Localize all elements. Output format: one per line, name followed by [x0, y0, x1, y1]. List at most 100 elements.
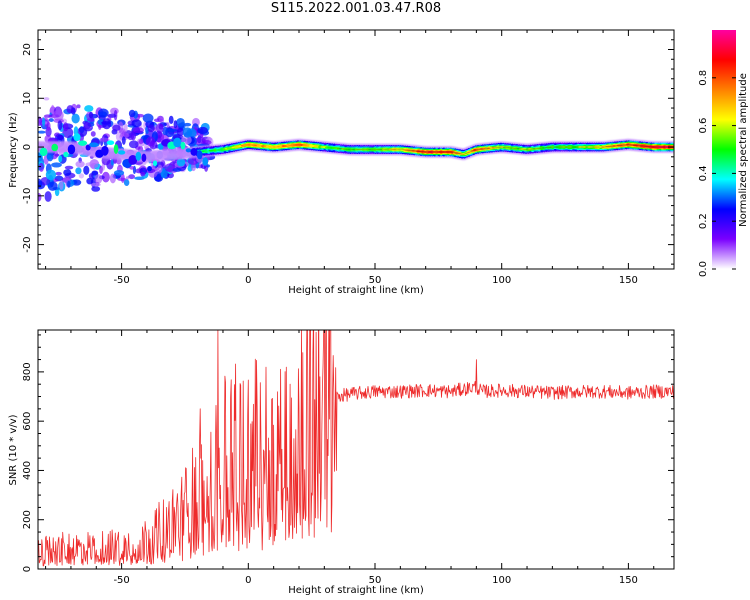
spectrogram-y-tick-label: 20: [22, 43, 33, 56]
spectral-blob: [129, 110, 136, 118]
spectrogram-y-label: Frequency (Hz): [8, 112, 19, 188]
spectral-blob: [98, 124, 101, 130]
spectral-knot: [118, 150, 125, 154]
spectral-blob: [49, 118, 54, 122]
spectral-knot: [73, 133, 80, 141]
spectral-blob: [76, 104, 80, 108]
spectrogram-y-tick-label: 0: [22, 144, 33, 150]
spectral-blob: [129, 140, 139, 148]
spectral-blob: [58, 120, 63, 130]
spectral-blob: [169, 116, 174, 124]
spectral-blob: [156, 123, 163, 133]
spectral-blob: [67, 181, 70, 188]
spectral-knot: [78, 140, 87, 145]
spectral-blob: [53, 110, 64, 121]
snr-x-label: Height of straight line (km): [288, 585, 424, 596]
spectrogram-y-tick-label: -10: [22, 188, 33, 204]
spectral-blob: [146, 137, 155, 147]
spectral-knot: [101, 146, 108, 156]
spectrogram-x-tick-label: 100: [492, 275, 511, 286]
snr-y-ticks: 0 200 400 600 800: [22, 335, 674, 572]
snr-x-ticks: -50 0 50 100 150: [46, 330, 654, 586]
spectral-blob: [51, 162, 62, 167]
spectral-knot: [51, 144, 58, 151]
spectral-blob: [63, 122, 69, 131]
spectrogram-x-tick-label: -50: [113, 275, 129, 286]
spectral-knot: [68, 144, 75, 154]
spectral-blob: [83, 122, 90, 129]
colorbar-tick-label: 0.4: [698, 165, 709, 181]
spectral-blob: [38, 131, 46, 134]
spectral-blob: [183, 127, 193, 137]
spectrogram-marks: [33, 97, 678, 202]
snr-y-tick-label: 200: [22, 510, 33, 529]
colorbar-gradient: [712, 30, 736, 269]
snr-x-tick-label: 100: [492, 575, 511, 586]
colorbar-tick-label: 0.2: [698, 213, 709, 229]
spectral-blob: [174, 120, 178, 128]
spectral-blob: [172, 168, 181, 172]
spectral-blob: [91, 186, 100, 192]
spectral-blob: [114, 170, 124, 176]
spectral-knot: [47, 155, 52, 160]
spectral-blob: [36, 193, 41, 202]
colorbar: 0.00.20.40.60.8 Normalized spectral ampl…: [698, 30, 749, 277]
spectral-blob: [112, 125, 120, 131]
spectral-blob: [168, 129, 177, 132]
snr-x-tick-label: 150: [619, 575, 638, 586]
spectral-blob: [91, 183, 101, 187]
snr-frame: [38, 330, 674, 569]
spectral-blob: [184, 123, 191, 127]
colorbar-tick-label: 0.6: [698, 118, 709, 134]
spectral-knot: [136, 152, 142, 161]
spectral-blob: [75, 161, 84, 168]
spectral-knot: [107, 140, 114, 145]
spectral-blob: [133, 127, 144, 133]
snr-y-tick-label: 0: [22, 566, 33, 572]
spectral-blob: [139, 139, 144, 144]
snr-y-tick-label: 600: [22, 412, 33, 431]
snr-y-label: SNR (10 * v/v): [8, 414, 19, 485]
spectrogram-x-label: Height of straight line (km): [288, 285, 424, 296]
snr-y-tick-label: 400: [22, 461, 33, 480]
spectral-blob: [197, 127, 208, 134]
spectral-knot: [63, 152, 68, 158]
spectral-blob: [98, 108, 109, 117]
spectral-blob: [75, 167, 81, 174]
spectral-blob: [108, 114, 117, 118]
spectral-knot: [153, 160, 157, 166]
spectral-blob: [140, 172, 145, 177]
spectral-blob: [89, 112, 93, 119]
spectral-blob: [147, 125, 154, 133]
snr-panel: -50 0 50 100 150 0200400600800 Height of str…: [8, 264, 674, 597]
spectral-blob: [201, 140, 212, 145]
spectral-blob: [143, 114, 154, 123]
spectral-blob: [58, 155, 62, 162]
spectral-blob: [46, 170, 56, 180]
spectral-blob: [94, 174, 102, 184]
spectral-knot: [40, 148, 48, 156]
spectral-blob: [131, 119, 141, 127]
spectral-blob: [99, 166, 103, 174]
spectral-knot: [89, 142, 99, 147]
spectral-blob: [90, 163, 98, 168]
spectral-blob: [79, 173, 84, 178]
spectral-blob: [43, 97, 49, 100]
spectral-knot: [142, 154, 147, 162]
spectral-blob: [42, 117, 45, 126]
spectral-blob: [46, 122, 50, 131]
snr-marks: [38, 264, 674, 566]
spectral-knot: [57, 134, 63, 140]
spectral-knot: [197, 150, 203, 159]
snr-series-line: [38, 264, 674, 566]
spectral-blob: [128, 174, 135, 179]
spectral-blob: [39, 163, 44, 172]
spectral-knot: [147, 166, 152, 171]
spectrogram-y-tick-label: 10: [22, 92, 33, 105]
spectrogram-y-tick-label: -20: [22, 236, 33, 252]
spectral-blob: [55, 172, 62, 175]
spectral-blob: [89, 173, 94, 179]
spectral-blob: [63, 169, 71, 176]
colorbar-tick-label: 0.8: [698, 70, 709, 86]
